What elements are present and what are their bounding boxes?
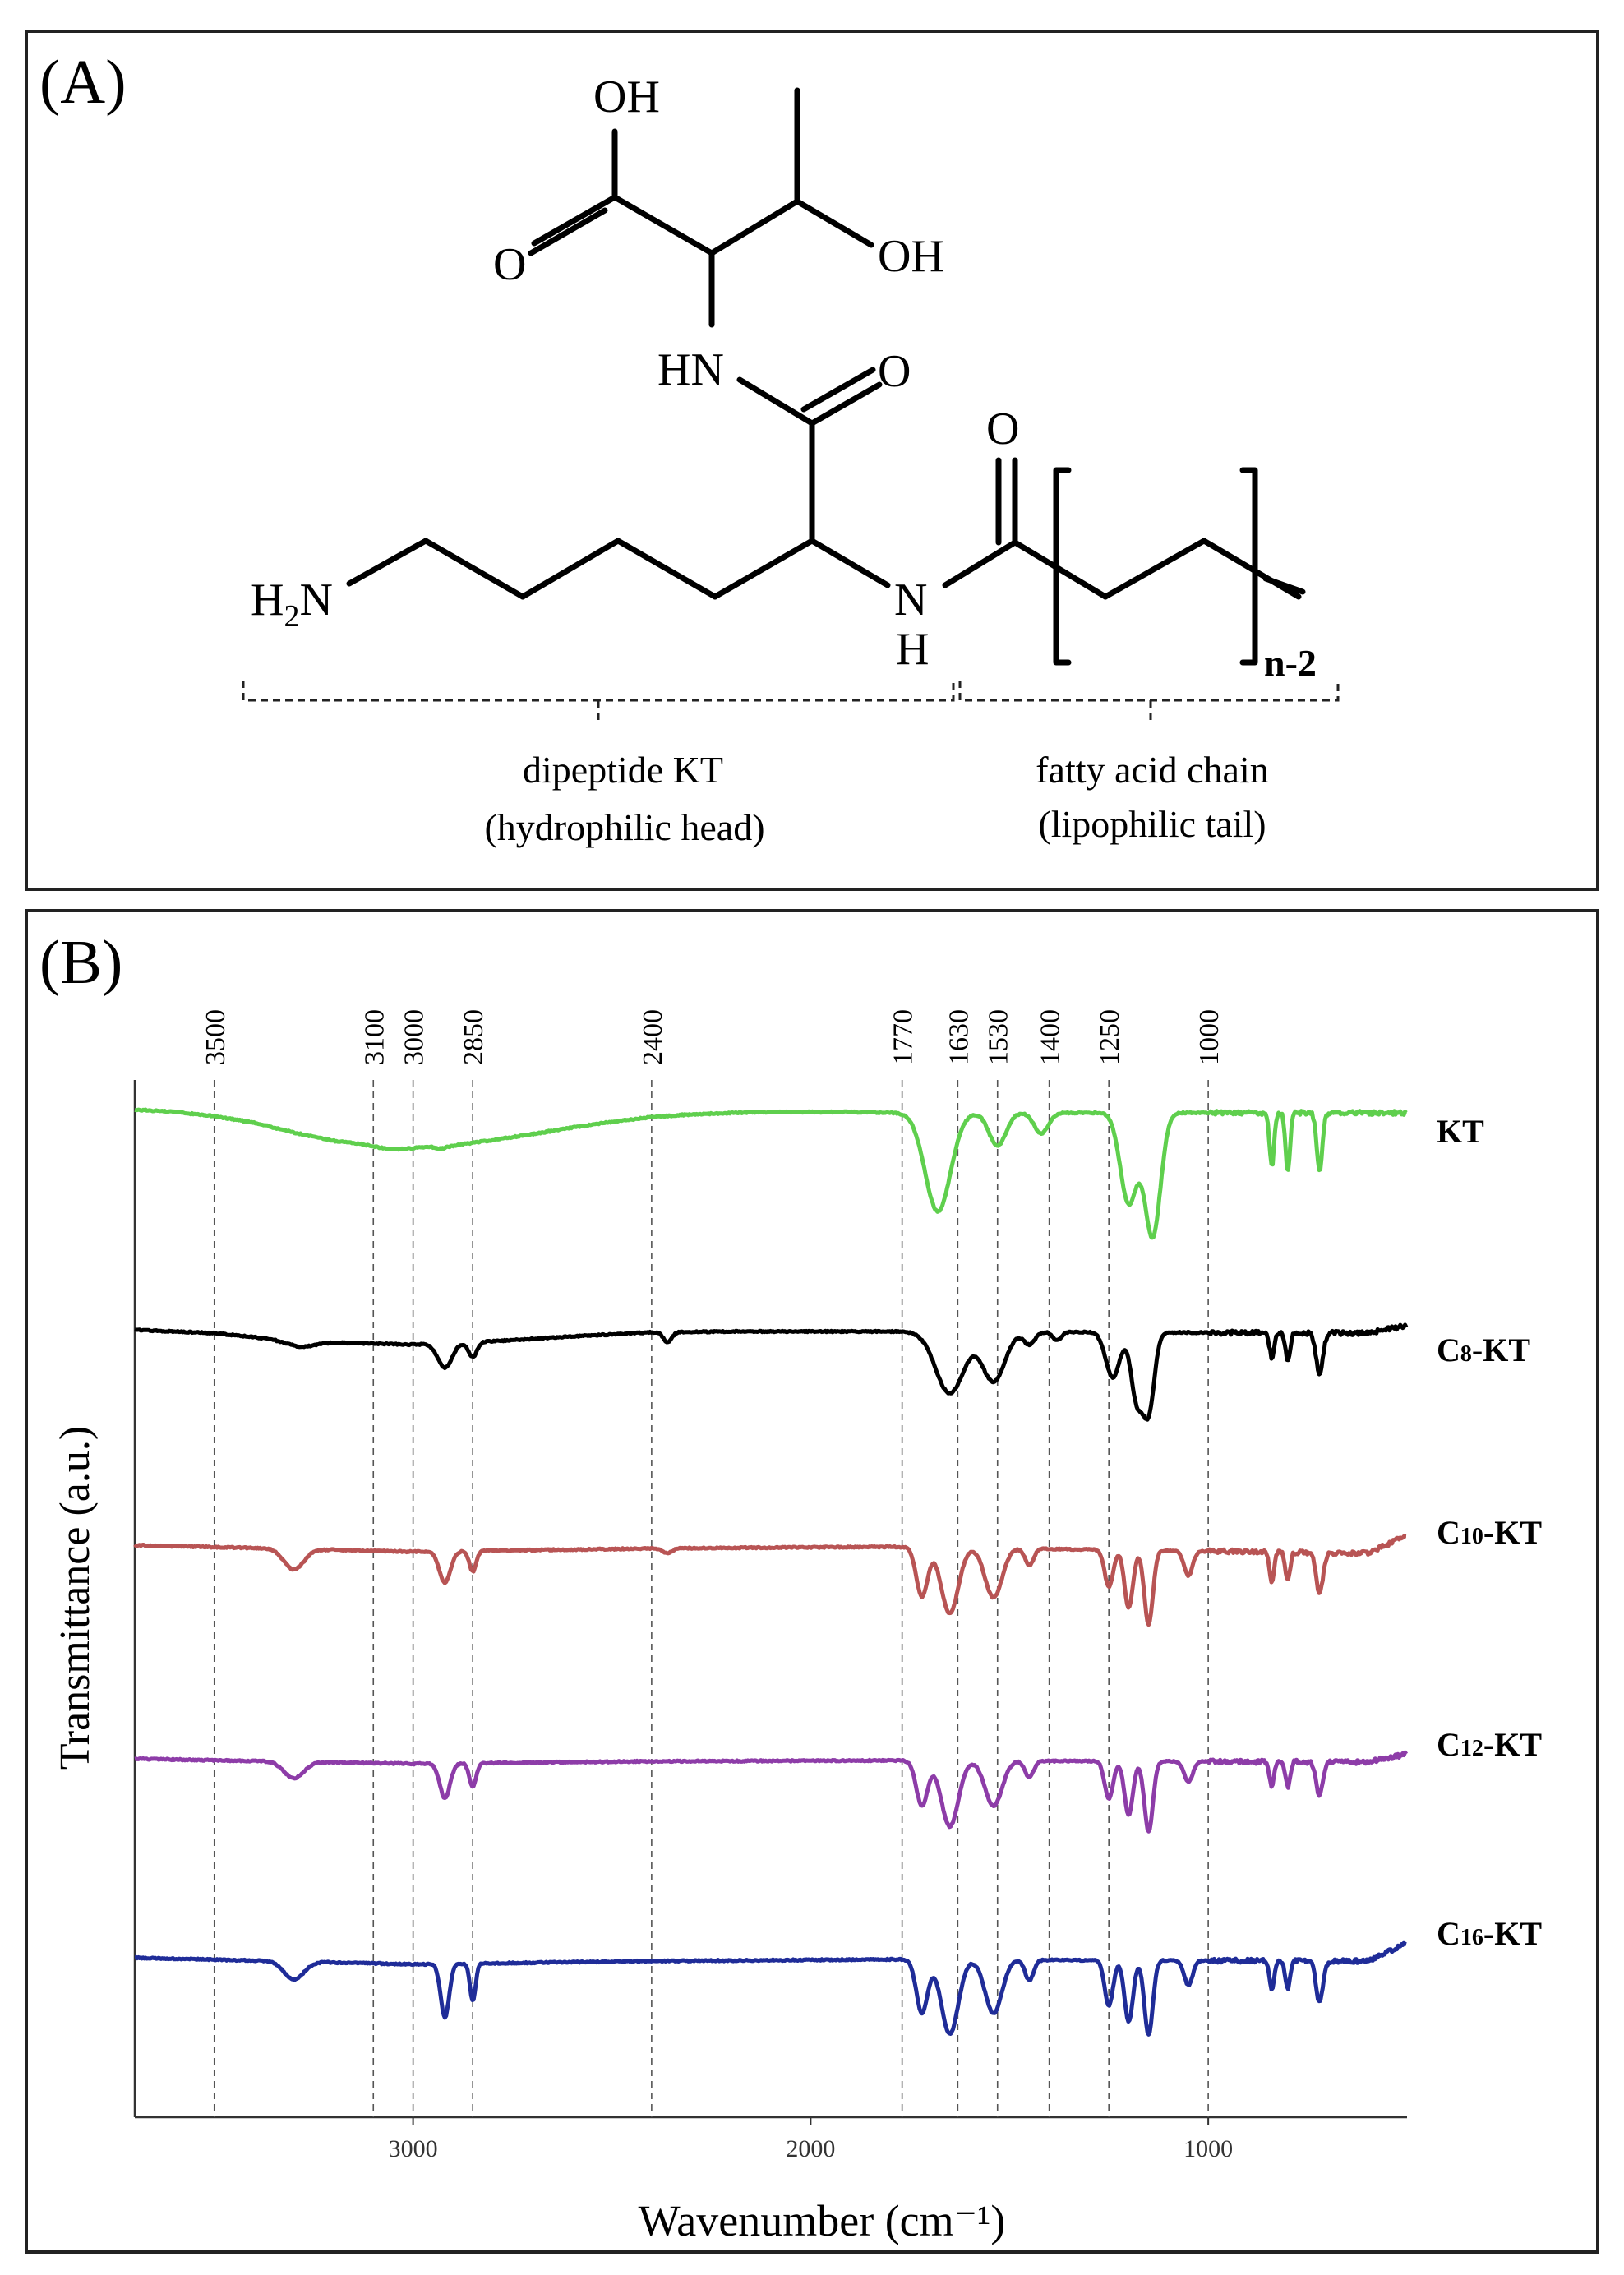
atom-nh-h: H [896, 624, 929, 675]
spectrum-kt [134, 1107, 1408, 1240]
head-label-2: (hydrophilic head) [484, 806, 764, 848]
head-brace [242, 681, 955, 702]
series-label-c12-kt: C12-KT [1437, 1726, 1542, 1763]
reference-line-label: 2400 [638, 1009, 668, 1065]
atom-o-amide1: O [878, 346, 911, 397]
series-label-c16-kt: C16-KT [1437, 1915, 1542, 1952]
x-tick-label: 3000 [389, 2135, 438, 2162]
atom-nh-n: N [894, 575, 927, 625]
reference-line-label: 3500 [201, 1009, 231, 1065]
atom-hn: HN [657, 344, 724, 395]
repeat-subscript: n-2 [1264, 642, 1317, 684]
atom-oh-side: OH [878, 231, 944, 282]
atom-h2n: H2N [251, 575, 333, 634]
spectrum-c12-kt [134, 1750, 1409, 1834]
reference-line-label: 3000 [399, 1009, 430, 1065]
spectrum-c10-kt [133, 1534, 1408, 1627]
x-ticks: 3000 2000 1000 [389, 2117, 1233, 2162]
reference-line-label: 1770 [888, 1009, 919, 1065]
x-tick-label: 2000 [786, 2135, 835, 2162]
chart-axes [133, 1080, 1407, 2119]
atom-o-acid: O [493, 239, 526, 290]
group-braces [242, 681, 1340, 723]
atom-oh-top: OH [593, 72, 660, 122]
tail-brace [958, 681, 1340, 702]
tail-label-2: (lipophilic tail) [1038, 803, 1266, 845]
spectrum-c8-kt [134, 1322, 1409, 1422]
series-label-kt: KT [1437, 1113, 1484, 1150]
reference-line-label: 1400 [1036, 1009, 1066, 1065]
head-label-1: dipeptide KT [523, 749, 723, 791]
panel-b-label: (B) [39, 928, 122, 997]
reference-line-label: 1250 [1095, 1009, 1125, 1065]
panel-a-label: (A) [39, 48, 127, 117]
reference-line-label: 1000 [1194, 1009, 1225, 1065]
series-labels: KT C8-KT C10-KT C12-KT C16-KT [1437, 1113, 1542, 1952]
spectrum-c16-kt [134, 1940, 1408, 2037]
panel-b-frame [25, 909, 1599, 2254]
x-tick-label: 1000 [1183, 2135, 1233, 2162]
spectra [133, 1107, 1409, 2037]
atom-labels: OH O OH HN O O H2N N H n-2 [251, 72, 1317, 684]
reference-line-label: 1530 [984, 1009, 1014, 1065]
reference-lines [213, 1080, 1209, 2117]
atom-o-amide2: O [986, 404, 1019, 455]
y-axis-label: Transmittance (a.u.) [52, 1426, 99, 1770]
group-labels: dipeptide KT (hydrophilic head) fatty ac… [484, 749, 1268, 848]
x-axis-label: Wavenumber (cm⁻¹) [639, 2196, 1006, 2245]
series-label-c8-kt: C8-KT [1437, 1331, 1530, 1368]
series-label-c10-kt: C10-KT [1437, 1514, 1542, 1551]
reference-line-label: 1630 [943, 1009, 974, 1065]
reference-line-label: 2850 [459, 1009, 489, 1065]
panel-a-frame [25, 30, 1599, 891]
reference-labels: 3500 3100 3000 2850 2400 1770 1630 1530 1400 1250… [201, 1009, 1225, 1065]
tail-label-1: fatty acid chain [1036, 749, 1269, 791]
reference-line-label: 3100 [359, 1009, 390, 1065]
chemical-structure [346, 87, 1306, 666]
